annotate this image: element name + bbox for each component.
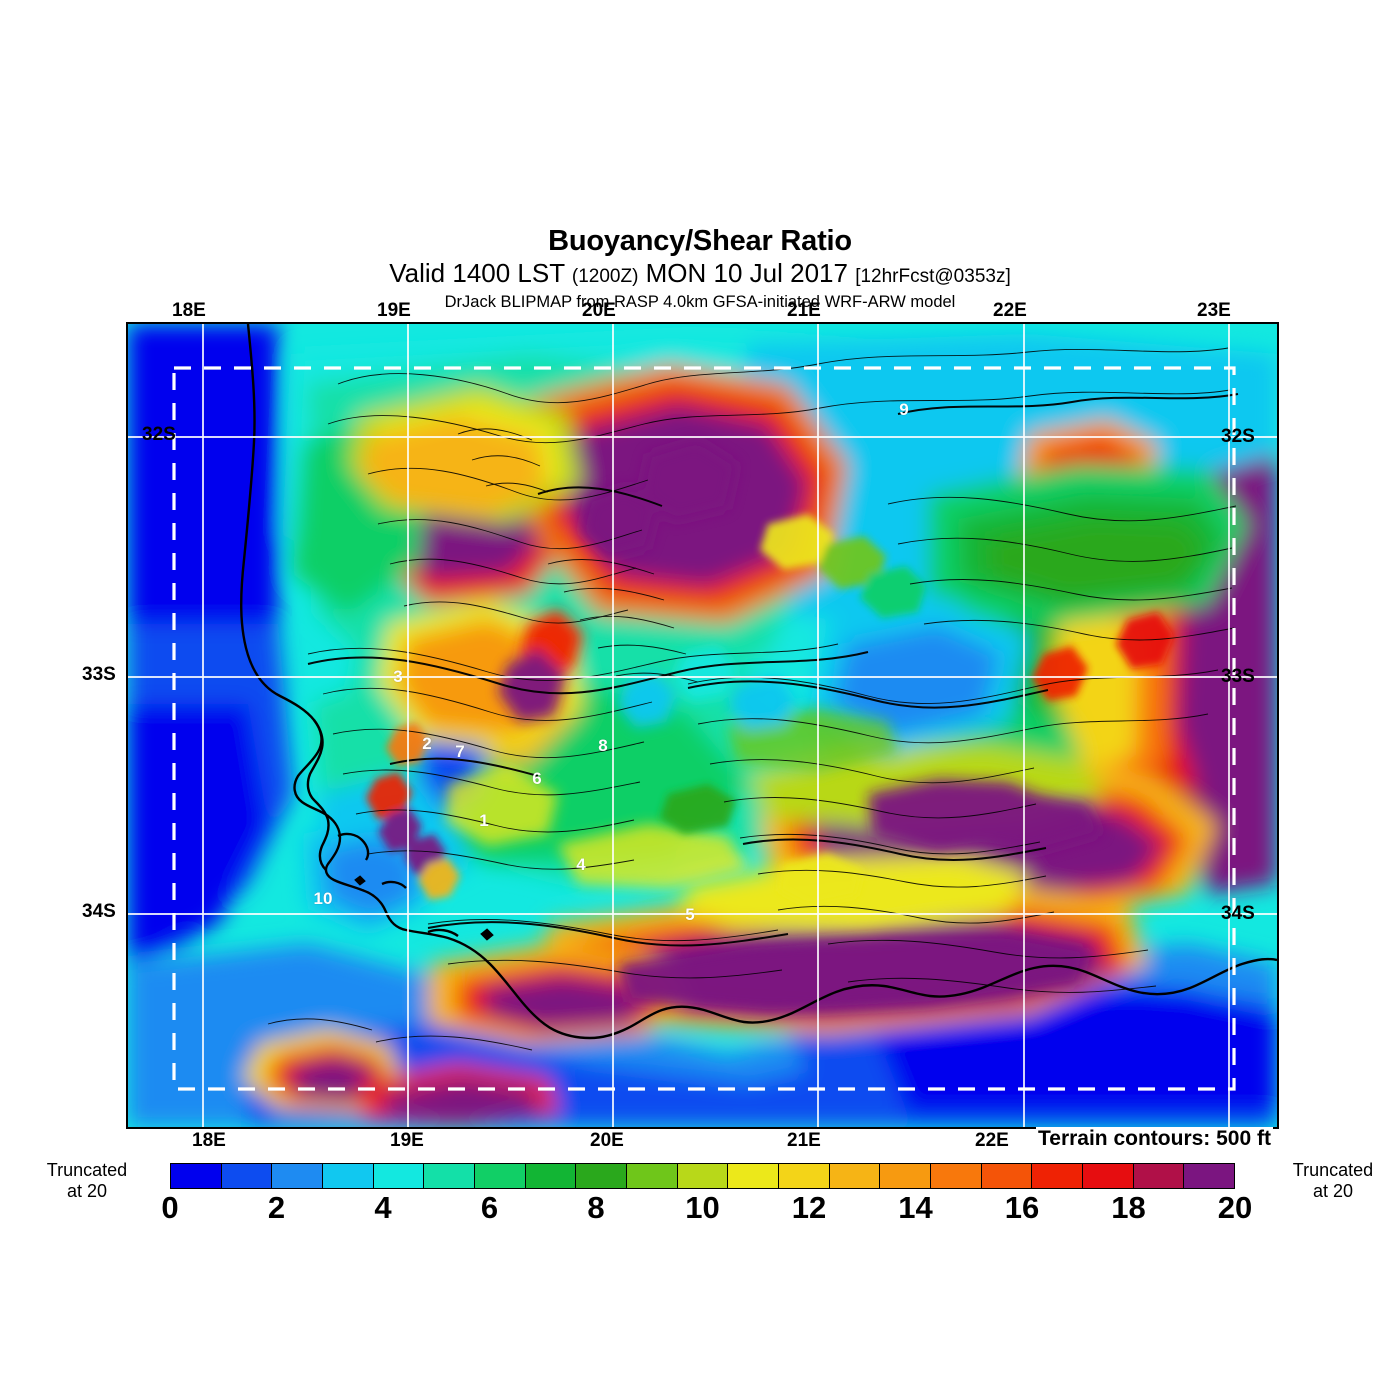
- colorbar-swatch-7: [525, 1164, 577, 1188]
- lon-label-bottom-20e: 20E: [590, 1130, 624, 1151]
- truncated-right-line1: Truncated: [1292, 1160, 1374, 1180]
- colorbar-tick-18: 18: [1111, 1190, 1146, 1225]
- colorbar-swatch-9: [627, 1164, 678, 1188]
- truncated-note-right: Truncated at 20: [1278, 1160, 1388, 1202]
- lon-label-bottom-18e: 18E: [192, 1130, 226, 1151]
- colorbar-swatch-5: [424, 1164, 476, 1188]
- colorbar-swatch-3: [323, 1164, 374, 1188]
- valid-main: Valid 1400 LST: [389, 258, 565, 288]
- truncated-left-line2: at 20: [66, 1181, 108, 1201]
- colorbar-swatch-4: [373, 1164, 425, 1188]
- colorbar-tick-20: 20: [1217, 1190, 1253, 1225]
- page-title: Buoyancy/Shear Ratio: [548, 225, 852, 257]
- terrain-contour-note: Terrain contours: 500 ft: [1036, 1127, 1273, 1151]
- colorbar-swatch-0: [171, 1164, 222, 1188]
- lon-label-top-19e: 19E: [377, 300, 411, 321]
- colorbar-tick-6: 6: [480, 1190, 499, 1225]
- lon-label-top-21e: 21E: [787, 300, 821, 321]
- lat-label-left-33s: 33S: [82, 664, 116, 685]
- lon-label-bottom-19e: 19E: [390, 1130, 424, 1151]
- lon-label-bottom-22e: 22E: [975, 1130, 1009, 1151]
- colorbar-swatch-17: [1032, 1164, 1084, 1188]
- model-source-line: DrJack BLIPMAP from RASP 4.0km GFSA-init…: [444, 293, 956, 311]
- colorbar-swatch-10: [677, 1164, 729, 1188]
- colorbar-swatch-16: [981, 1164, 1033, 1188]
- truncated-left-line1: Truncated: [46, 1160, 128, 1180]
- map-panel[interactable]: 32S 33S 34S: [126, 322, 1279, 1129]
- colorbar-tick-8: 8: [587, 1190, 605, 1225]
- colorbar-swatch-20: [1184, 1164, 1235, 1188]
- colorbar-gradient[interactable]: [170, 1163, 1235, 1189]
- colorbar-tick-4: 4: [374, 1190, 392, 1225]
- colorbar-swatch-12: [779, 1164, 830, 1188]
- lat-label-right-34s: 34S: [1221, 903, 1255, 924]
- valid-z: (1200Z): [571, 266, 639, 287]
- valid-fcst: [12hrFcst@0353z]: [855, 266, 1011, 287]
- truncated-note-left: Truncated at 20: [32, 1160, 142, 1202]
- colorbar-swatch-6: [475, 1164, 526, 1188]
- lat-label-right-33s: 33S: [1221, 666, 1255, 687]
- colorbar-tick-14: 14: [898, 1190, 933, 1225]
- colorbar-tick-10: 10: [685, 1190, 720, 1225]
- colorbar-swatch-8: [576, 1164, 628, 1188]
- colorbar-tick-0: 0: [161, 1190, 179, 1225]
- lon-label-top-18e: 18E: [172, 300, 206, 321]
- colorbar-tick-2: 2: [267, 1190, 286, 1225]
- colorbar-panel: 0 2 4 6 8 10 12 14 16 18 20: [0, 1160, 1400, 1250]
- valid-date: MON 10 Jul 2017: [645, 258, 848, 288]
- lon-label-top-20e: 20E: [582, 300, 616, 321]
- buoyancy-shear-field: [128, 324, 1277, 1127]
- colorbar-swatch-1: [221, 1164, 273, 1188]
- colorbar-swatch-19: [1133, 1164, 1185, 1188]
- colorbar-swatch-15: [931, 1164, 982, 1188]
- title-block: Buoyancy/Shear Ratio Valid 1400 LST (120…: [0, 224, 1400, 312]
- colorbar-tick-12: 12: [791, 1190, 827, 1225]
- colorbar-swatch-11: [728, 1164, 780, 1188]
- colorbar-swatch-2: [272, 1164, 324, 1188]
- lat-label-right-32s: 32S: [1221, 426, 1255, 447]
- valid-time-line: Valid 1400 LST (1200Z) MON 10 Jul 2017 […: [0, 258, 1400, 292]
- lat-label-left-34s: 34S: [82, 901, 116, 922]
- lon-label-bottom-21e: 21E: [787, 1130, 821, 1151]
- colorbar-tick-16: 16: [1004, 1190, 1040, 1225]
- colorbar-swatch-14: [880, 1164, 932, 1188]
- colorbar-swatch-13: [829, 1164, 881, 1188]
- lon-label-top-22e: 22E: [993, 300, 1027, 321]
- truncated-right-line2: at 20: [1312, 1181, 1354, 1201]
- lon-label-top-23e: 23E: [1197, 300, 1231, 321]
- colorbar-swatch-18: [1083, 1164, 1134, 1188]
- lat-label-left-32s: 32S: [142, 424, 176, 445]
